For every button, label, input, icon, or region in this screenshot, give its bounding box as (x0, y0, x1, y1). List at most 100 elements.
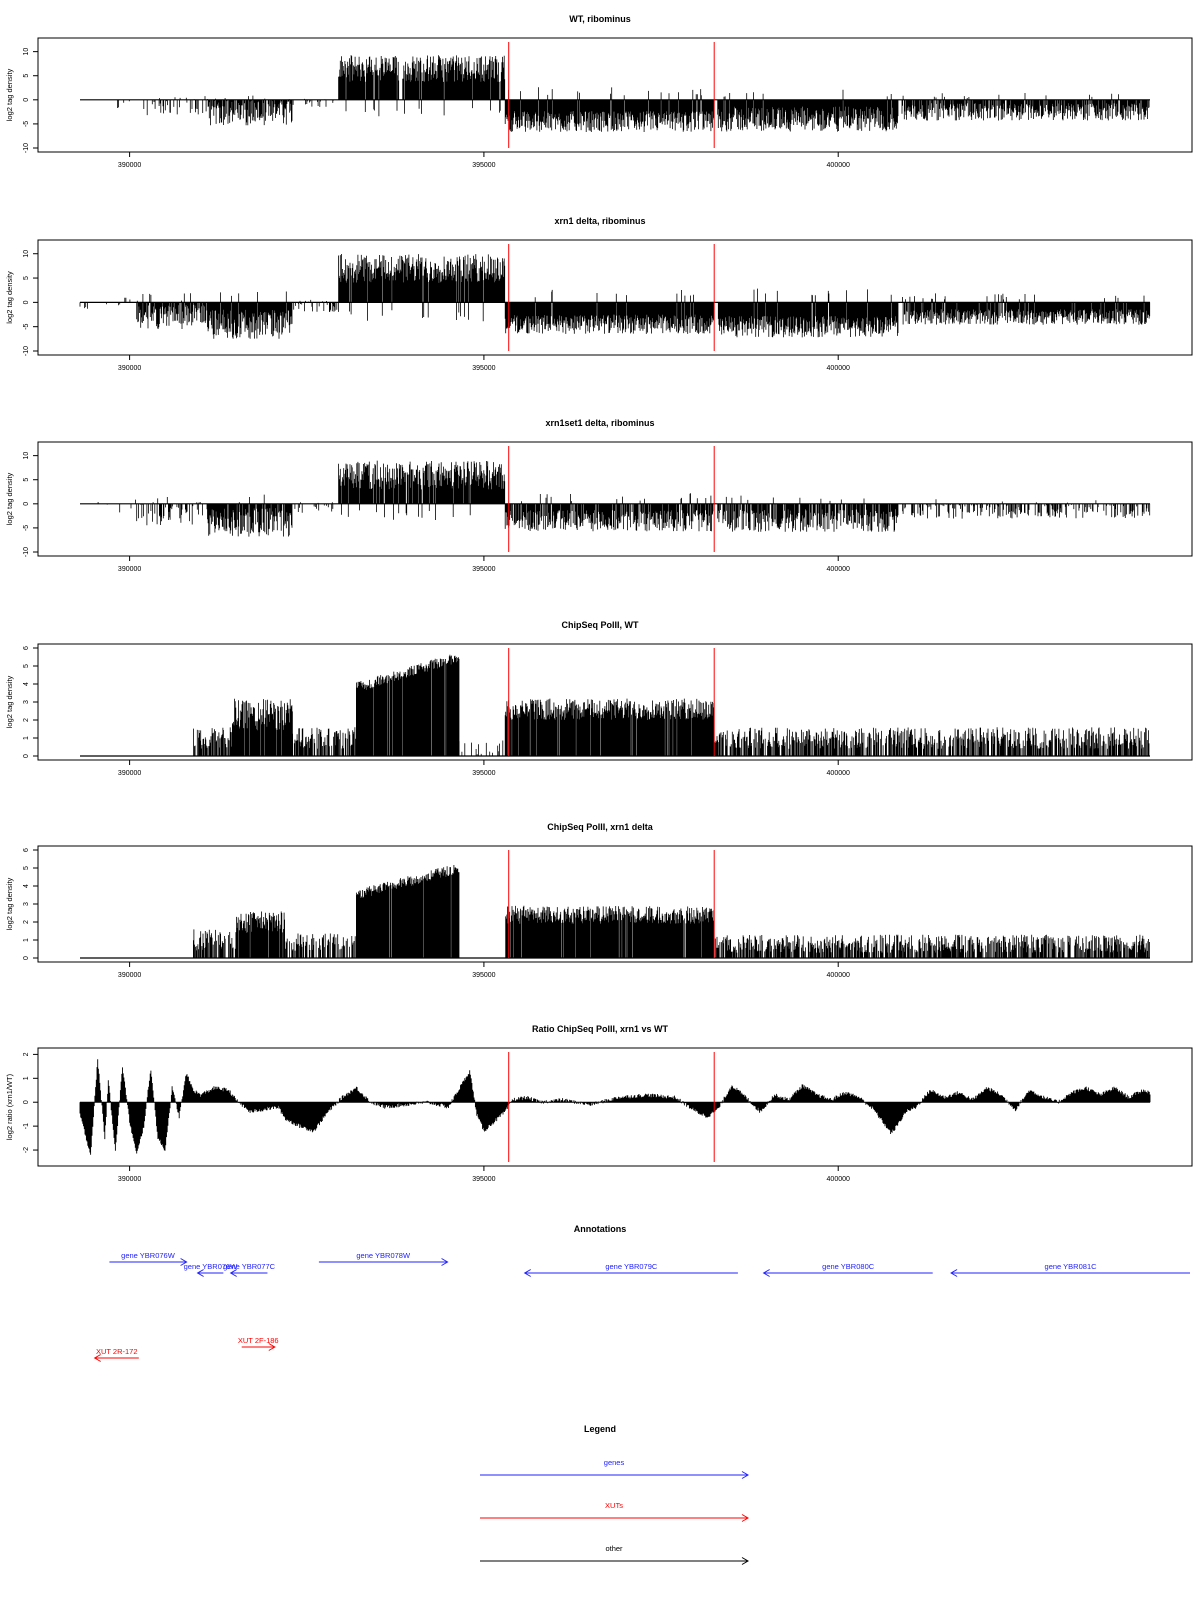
plot-frame (37, 441, 1193, 557)
x-tick-label: 400000 (827, 972, 850, 979)
y-tick-label: 6 (23, 646, 30, 650)
y-tick-label: 6 (23, 848, 30, 852)
panel-4: ChipSeq PolII, WT 0 1 2 3 4 5 6 log2 tag density… (5, 620, 1193, 777)
plot-frame (37, 1047, 1193, 1167)
signal-bars (79, 254, 1151, 339)
x-tick-label: 395000 (472, 162, 495, 169)
feature-label: gene YBR078W (356, 1251, 411, 1260)
y-axis-label: log2 tag density (5, 472, 14, 525)
feature-label: XUT 2R-172 (96, 1347, 138, 1356)
y-tick-label: 5 (23, 664, 30, 668)
y-tick-label: 10 (23, 250, 30, 258)
x-tick-label: 395000 (472, 972, 495, 979)
y-tick-label: 0 (23, 754, 30, 758)
feature-label: gene YBR077C (223, 1262, 276, 1271)
legend-item-other: other (480, 1544, 749, 1565)
panel-title: ChipSeq PolII, xrn1 delta (547, 822, 654, 832)
y-tick-label: -10 (23, 143, 30, 153)
y-tick-label: 2 (23, 1052, 30, 1056)
arrowhead (741, 1557, 749, 1565)
y-tick-label: 0 (23, 300, 30, 304)
y-tick-label: 2 (23, 920, 30, 924)
x-tick-label: 395000 (472, 365, 495, 372)
y-tick-label: -2 (23, 1147, 30, 1153)
arrowhead (93, 1354, 101, 1362)
feature-label: gene YBR080C (822, 1262, 875, 1271)
panel-title: ChipSeq PolII, WT (562, 620, 639, 630)
arrowhead (950, 1269, 958, 1277)
signal-bars (117, 55, 1150, 132)
feature-label: gene YBR079C (605, 1262, 658, 1271)
panel-1: WT, ribominus -10 -5 0 5 10 log2 tag density 39… (5, 14, 1193, 169)
y-axis-label: log2 tag density (5, 68, 14, 121)
y-tick-label: 1 (23, 938, 30, 942)
y-tick-label: -5 (23, 323, 30, 329)
x-tick-label: 395000 (472, 1176, 495, 1183)
y-tick-label: -10 (23, 346, 30, 356)
arrowhead (741, 1514, 749, 1522)
gene-feature: gene YBR076W (184, 1262, 238, 1277)
ratio-area (79, 1059, 1151, 1155)
annotations-title: Annotations (574, 1224, 627, 1234)
legend-label: other (605, 1544, 623, 1553)
y-tick-label: 3 (23, 700, 30, 704)
y-tick-label: 0 (23, 1100, 30, 1104)
arrowhead (741, 1471, 749, 1479)
y-tick-label: 3 (23, 902, 30, 906)
y-tick-label: 0 (23, 98, 30, 102)
feature-label: XUT 2F-186 (238, 1336, 279, 1345)
legend-panel: Legend genes XUTs other (480, 1424, 749, 1565)
xut-feature: XUT 2F-186 (238, 1336, 279, 1351)
feature-label: gene YBR076W (121, 1251, 176, 1260)
x-tick-label: 400000 (827, 365, 850, 372)
legend-item-gene: genes (480, 1458, 749, 1479)
signal-bars (97, 460, 1151, 537)
panel-6: Ratio ChipSeq PolII, xrn1 vs WT -2 -1 0 1 2 lo… (5, 1024, 1193, 1183)
legend-label: XUTs (605, 1501, 623, 1510)
arrowhead (229, 1269, 237, 1277)
gene-feature: gene YBR081C (950, 1262, 1190, 1277)
arrowhead (196, 1269, 204, 1277)
y-tick-label: 0 (23, 502, 30, 506)
y-tick-label: 4 (23, 884, 30, 888)
x-tick-label: 395000 (472, 770, 495, 777)
legend-title: Legend (584, 1424, 616, 1434)
arrowhead (523, 1269, 531, 1277)
y-tick-label: -1 (23, 1123, 30, 1129)
plot-frame (37, 239, 1193, 356)
x-tick-label: 390000 (118, 770, 141, 777)
y-tick-label: 5 (23, 866, 30, 870)
x-tick-label: 400000 (827, 566, 850, 573)
y-axis-label: log2 ratio (xrn1/WT) (5, 1073, 14, 1140)
y-tick-label: 1 (23, 1076, 30, 1080)
gene-feature: gene YBR076W (109, 1251, 188, 1266)
panel-title: WT, ribominus (569, 14, 631, 24)
y-tick-label: 1 (23, 736, 30, 740)
x-tick-label: 390000 (118, 1176, 141, 1183)
x-tick-label: 390000 (118, 162, 141, 169)
arrowhead (268, 1343, 276, 1351)
legend-label: genes (604, 1458, 625, 1467)
y-tick-label: -5 (23, 525, 30, 531)
panel-title: Ratio ChipSeq PolII, xrn1 vs WT (532, 1024, 669, 1034)
y-tick-label: 10 (23, 452, 30, 460)
y-tick-label: 5 (23, 74, 30, 78)
arrowhead (441, 1258, 449, 1266)
y-axis-label: log2 tag density (5, 271, 14, 324)
x-tick-label: 390000 (118, 566, 141, 573)
y-tick-label: 10 (23, 48, 30, 56)
y-tick-label: 0 (23, 956, 30, 960)
panel-title: xrn1 delta, ribominus (554, 216, 645, 226)
y-tick-label: 2 (23, 718, 30, 722)
signal-bars (193, 654, 1150, 756)
y-tick-label: 4 (23, 682, 30, 686)
gene-feature: gene YBR080C (762, 1262, 933, 1277)
y-tick-label: -5 (23, 121, 30, 127)
signal-bars (193, 865, 1150, 958)
gene-feature: gene YBR077C (223, 1262, 276, 1277)
arrowhead (180, 1258, 188, 1266)
x-tick-label: 395000 (472, 566, 495, 573)
y-axis-label: log2 tag density (5, 877, 14, 930)
panel-3: xrn1set1 delta, ribominus -10 -5 0 5 10 log2 t… (5, 418, 1193, 573)
